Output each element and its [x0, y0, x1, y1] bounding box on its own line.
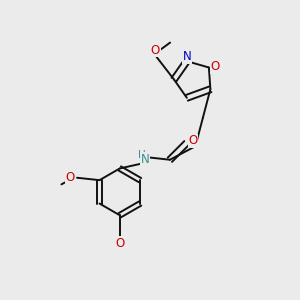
Text: O: O: [66, 171, 75, 184]
Text: N: N: [141, 153, 150, 166]
Text: H: H: [138, 150, 146, 160]
Text: O: O: [115, 237, 124, 250]
Text: O: O: [151, 44, 160, 57]
Text: O: O: [211, 60, 220, 74]
Text: O: O: [188, 134, 198, 147]
Text: N: N: [182, 50, 191, 63]
